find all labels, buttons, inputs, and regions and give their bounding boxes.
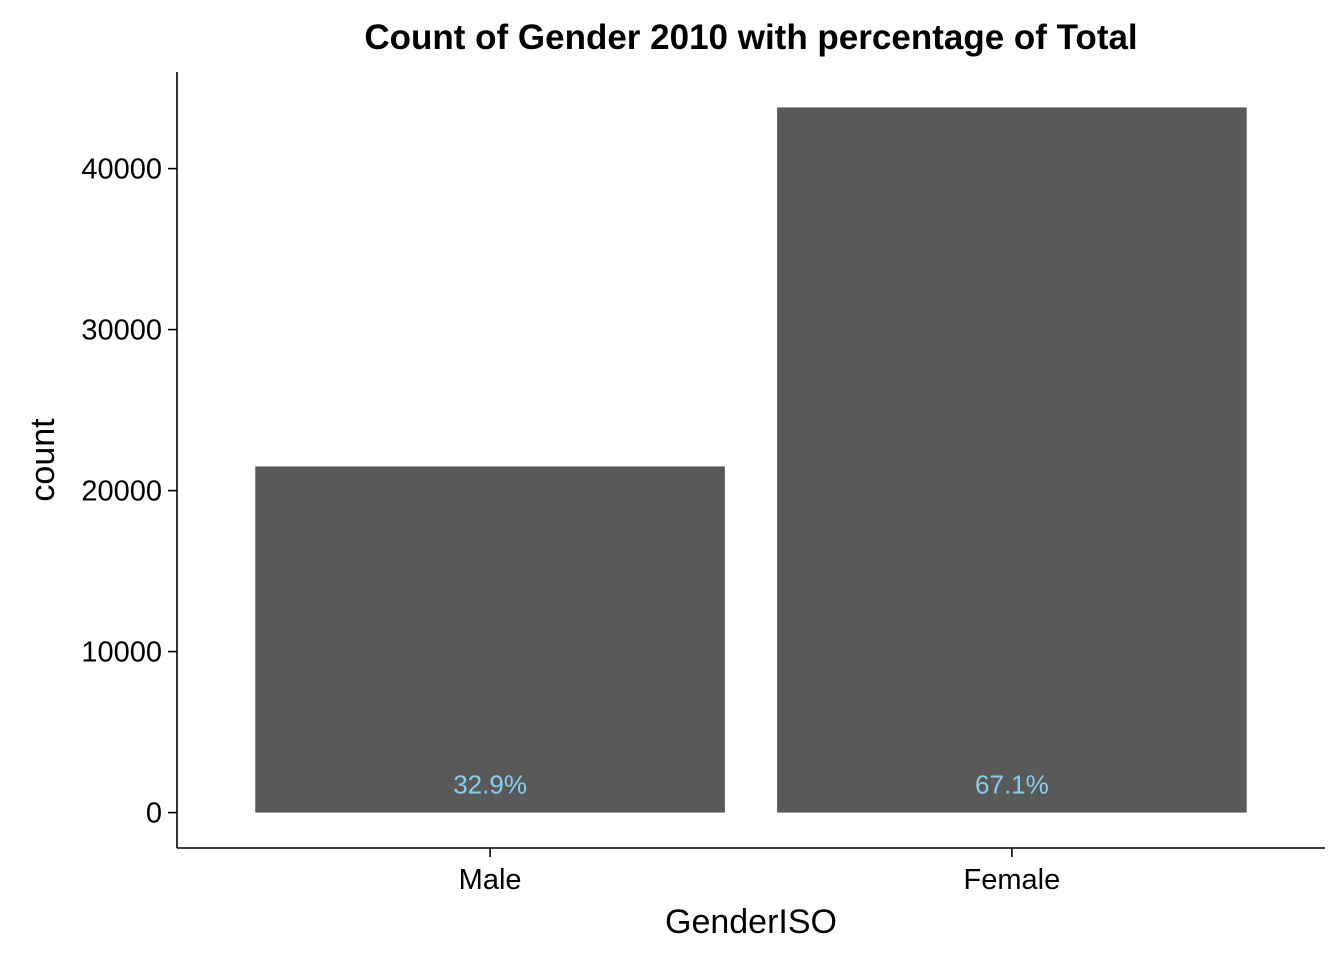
y-tick-label: 30000 xyxy=(81,315,162,347)
x-axis-ticks: Male Female xyxy=(459,848,1061,896)
y-tick-label: 40000 xyxy=(81,154,162,186)
y-tick-label: 20000 xyxy=(81,476,162,508)
y-tick-label: 10000 xyxy=(81,637,162,669)
x-tick-label: Female xyxy=(964,864,1061,896)
data-labels-layer: 32.9% 67.1% xyxy=(453,770,1049,800)
data-label-female: 67.1% xyxy=(975,770,1049,800)
bars-layer xyxy=(255,107,1247,813)
bar-male xyxy=(255,466,725,813)
y-axis-title: count xyxy=(24,418,62,502)
y-axis-ticks: 0 10000 20000 30000 40000 xyxy=(81,154,177,830)
bar-female xyxy=(777,107,1247,813)
chart-title: Count of Gender 2010 with percentage of … xyxy=(364,18,1137,57)
x-axis-title: GenderISO xyxy=(665,903,837,941)
y-tick-label: 0 xyxy=(146,798,162,830)
x-tick-label: Male xyxy=(459,864,522,896)
data-label-male: 32.9% xyxy=(453,770,527,800)
